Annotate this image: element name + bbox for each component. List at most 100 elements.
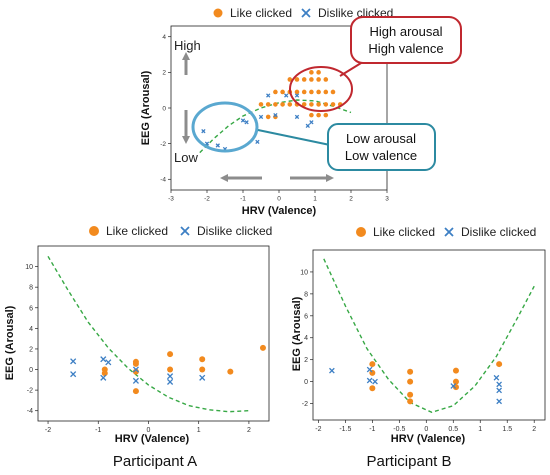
top-like-point bbox=[316, 89, 321, 95]
left-dislike-point bbox=[105, 359, 112, 366]
right-x-tick-label: 1.5 bbox=[502, 426, 512, 433]
left-x-axis-title: HRV (Valence) bbox=[115, 433, 190, 445]
top-dislike-point bbox=[294, 93, 300, 98]
top-x-tick-label: -1 bbox=[240, 196, 246, 203]
right-y-tick-label: 4 bbox=[304, 335, 308, 342]
top-legend: Like clicked Dislike clicked bbox=[213, 6, 393, 20]
low-region-ellipse bbox=[191, 101, 259, 153]
left-dislike-point bbox=[70, 358, 77, 365]
left-like-point bbox=[227, 368, 234, 375]
top-like-point bbox=[301, 89, 307, 95]
right-dislike-point bbox=[329, 367, 335, 374]
right-dislike-point bbox=[496, 387, 502, 394]
right-legend-dislike-label: Dislike clicked bbox=[461, 225, 536, 239]
right-y-tick-label: 8 bbox=[304, 291, 308, 298]
top-dislike-point bbox=[244, 120, 249, 125]
low-callout-pointer bbox=[257, 129, 331, 146]
right-x-tick-label: -1 bbox=[369, 426, 375, 433]
right-plot-frame bbox=[312, 249, 546, 421]
right-x-tick-label: -0.5 bbox=[393, 426, 405, 433]
left-y-tick-label: -2 bbox=[27, 388, 33, 395]
top-dislike-point bbox=[201, 129, 206, 134]
top-dislike-point bbox=[266, 93, 271, 98]
left-legend-like-label: Like clicked bbox=[106, 224, 168, 238]
left-y-axis-title: EEG (Arousal) bbox=[4, 305, 16, 380]
right-like-point bbox=[407, 391, 414, 398]
left-dislike-point bbox=[199, 374, 206, 381]
top-dislike-point bbox=[255, 139, 260, 145]
left-y-tick-label: -4 bbox=[27, 408, 33, 415]
left-fit-curve-group bbox=[47, 255, 249, 413]
left-y-tick-label: 10 bbox=[25, 264, 33, 271]
top-like-point bbox=[323, 112, 329, 118]
right-like-point bbox=[369, 361, 376, 368]
top-like-point bbox=[323, 102, 329, 107]
participant-a-caption: Participant A bbox=[113, 453, 197, 470]
right-x-axis-title: HRV (Valence) bbox=[391, 433, 466, 445]
right-y-tick-label: 0 bbox=[304, 379, 308, 386]
right-x-tick-label: -1.5 bbox=[339, 426, 351, 433]
left-x-tick-label: -2 bbox=[45, 427, 51, 434]
right-like-point bbox=[496, 361, 503, 368]
right-axis-ticks: -2 -1.5 -1 -0.5 0 0.5 1 1.5 2 -2 0 2 4 6 8 10 bbox=[300, 269, 536, 433]
top-x-tick-label: -2 bbox=[204, 196, 210, 203]
top-like-point bbox=[301, 77, 307, 82]
high-callout-box bbox=[350, 16, 462, 64]
left-dislike-point bbox=[167, 373, 174, 380]
left-like-point bbox=[167, 351, 174, 358]
right-y-tick-label: 6 bbox=[304, 313, 308, 320]
top-points-group bbox=[201, 70, 343, 152]
right-x-tick-label: -2 bbox=[315, 426, 321, 433]
top-like-point bbox=[309, 77, 314, 82]
left-dislike-point bbox=[100, 356, 107, 363]
top-low-annotation: Low bbox=[174, 150, 198, 165]
left-like-point bbox=[132, 360, 139, 367]
top-like-point bbox=[265, 102, 271, 107]
right-y-tick-label: 2 bbox=[304, 357, 308, 364]
top-legend-like-marker bbox=[213, 8, 223, 18]
low-callout-line-2: Low valence bbox=[345, 148, 417, 163]
top-like-point bbox=[316, 102, 321, 107]
right-like-point bbox=[407, 368, 414, 375]
right-like-point bbox=[369, 385, 376, 392]
top-like-point bbox=[280, 102, 285, 107]
high-callout-line-2: High valence bbox=[368, 41, 443, 56]
top-x-tick-label: 2 bbox=[349, 196, 353, 203]
top-like-point bbox=[294, 77, 300, 82]
top-y-tick-label: 4 bbox=[162, 34, 166, 41]
high-region-ellipse bbox=[289, 66, 353, 112]
left-legend-like-marker bbox=[89, 226, 99, 236]
right-like-point bbox=[452, 378, 459, 385]
top-like-point bbox=[294, 89, 300, 95]
top-dislike-point bbox=[258, 114, 264, 120]
right-y-tick-label: -2 bbox=[302, 401, 308, 408]
top-like-point bbox=[309, 112, 314, 118]
low-callout-line-1: Low arousal bbox=[346, 131, 416, 146]
right-dislike-point bbox=[366, 377, 373, 384]
left-points-group bbox=[70, 344, 266, 395]
right-dislike-point bbox=[366, 366, 373, 373]
participant-b-chart: -2 -1.5 -1 -0.5 0 0.5 1 1.5 2 -2 0 2 4 6 8 10 HRV (Vale… bbox=[291, 249, 546, 470]
top-y-axis-title: EEG (Arousal) bbox=[140, 70, 152, 145]
top-dislike-point bbox=[215, 143, 220, 148]
top-dislike-point bbox=[305, 123, 310, 128]
right-legend-like-marker bbox=[356, 227, 366, 237]
right-dislike-point bbox=[450, 383, 457, 389]
top-like-point bbox=[309, 102, 314, 107]
top-like-point bbox=[323, 89, 329, 95]
left-dislike-point bbox=[132, 366, 139, 373]
top-x-tick-label: 1 bbox=[313, 196, 317, 203]
top-like-point bbox=[316, 77, 321, 82]
top-legend-like-label: Like clicked bbox=[230, 6, 292, 20]
left-x-tick-label: 2 bbox=[247, 427, 251, 434]
right-y-axis-title: EEG (Arousal) bbox=[291, 296, 303, 371]
right-x-tick-label: 0 bbox=[424, 426, 428, 433]
top-like-point bbox=[301, 102, 307, 107]
left-legend-dislike-label: Dislike clicked bbox=[197, 224, 272, 238]
right-like-point bbox=[452, 367, 459, 374]
top-like-point bbox=[273, 89, 278, 95]
top-chart: -3 -2 -1 0 1 2 3 -4 -2 0 2 4 HRV (Valence) EEG (Aro… bbox=[140, 16, 462, 217]
left-like-point bbox=[199, 366, 206, 373]
right-dislike-point bbox=[496, 398, 502, 405]
